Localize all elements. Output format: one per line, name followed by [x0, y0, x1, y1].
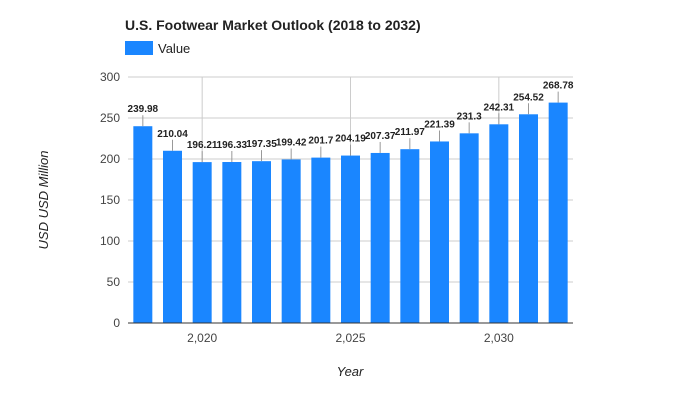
bar — [341, 155, 360, 323]
y-tick-label: 250 — [100, 111, 120, 125]
bar — [548, 102, 568, 323]
legend-swatch — [125, 41, 153, 55]
legend: Value — [125, 41, 190, 56]
data-label: 221.39 — [424, 119, 455, 130]
data-label: 201.7 — [308, 136, 333, 147]
y-tick-label: 0 — [113, 316, 120, 330]
data-label: 231.3 — [457, 111, 482, 122]
bar — [163, 150, 182, 323]
data-label: 211.97 — [395, 127, 425, 138]
data-label: 197.35 — [246, 139, 277, 150]
data-label: 210.04 — [157, 129, 188, 140]
data-label: 207.37 — [365, 131, 396, 142]
bar — [489, 124, 509, 323]
data-label: 242.31 — [484, 102, 515, 113]
bar — [400, 149, 420, 323]
data-label: 204.19 — [335, 134, 366, 145]
legend-label: Value — [158, 41, 190, 56]
data-label: 254.52 — [513, 92, 544, 103]
bar — [519, 114, 538, 323]
y-tick-label: 100 — [100, 234, 120, 248]
y-tick-label: 50 — [107, 275, 121, 289]
data-label: 199.42 — [276, 137, 307, 148]
bars — [133, 102, 568, 323]
data-label: 239.98 — [128, 104, 159, 115]
x-axis-title: Year — [337, 364, 364, 379]
data-label: 268.78 — [543, 81, 574, 92]
y-tick-label: 300 — [100, 70, 120, 84]
x-tick-label: 2,020 — [187, 331, 217, 345]
y-axis-title: USD USD Million — [36, 151, 51, 250]
x-tick-label: 2,030 — [484, 331, 514, 345]
chart-title: U.S. Footwear Market Outlook (2018 to 20… — [125, 17, 421, 33]
bar — [252, 161, 271, 323]
data-label: 196.21 — [187, 140, 218, 151]
x-axis-ticks: 2,020 2,025 2,030 — [187, 331, 514, 345]
bar — [311, 157, 331, 323]
y-tick-label: 150 — [100, 193, 120, 207]
bar — [281, 159, 301, 323]
x-tick-label: 2,025 — [335, 331, 365, 345]
bar — [459, 133, 479, 323]
bar — [430, 141, 449, 323]
bar — [192, 162, 212, 323]
bar — [222, 162, 242, 323]
bar — [370, 152, 390, 323]
y-axis-ticks: 0 50 100 150 200 250 300 — [100, 70, 120, 330]
data-label: 196.33 — [217, 140, 248, 151]
bar — [133, 126, 153, 323]
y-tick-label: 200 — [100, 152, 120, 166]
